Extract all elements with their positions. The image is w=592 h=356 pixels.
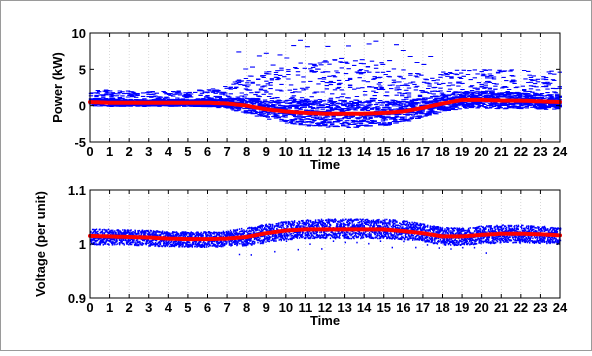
x-tick-label-15: 15	[377, 300, 391, 315]
x-tick-label-19: 19	[455, 144, 469, 159]
x-tick-label-22: 22	[514, 144, 528, 159]
x-tick-label-1: 1	[106, 300, 113, 315]
x-tick-label-17: 17	[416, 144, 430, 159]
voltage-mean-line	[88, 227, 562, 242]
x-tick-label-16: 16	[396, 144, 410, 159]
power-x-axis-label: Time	[310, 157, 340, 172]
x-tick-label-4: 4	[165, 144, 173, 159]
x-tick-label-3: 3	[145, 300, 152, 315]
x-tick-label-14: 14	[357, 144, 372, 159]
y-tick-label--5: -5	[74, 135, 86, 150]
power-gridlines	[109, 33, 541, 142]
x-tick-label-12: 12	[318, 300, 332, 315]
x-tick-label-5: 5	[184, 300, 191, 315]
power-y-axis-label: Power (kW)	[50, 52, 65, 123]
power-mean-curve	[88, 97, 562, 116]
x-tick-label-2: 2	[126, 300, 133, 315]
x-tick-label-20: 20	[474, 300, 488, 315]
x-tick-label-13: 13	[337, 144, 351, 159]
voltage-x-axis-label: Time	[310, 313, 340, 328]
x-tick-label-6: 6	[204, 300, 211, 315]
x-tick-label-11: 11	[299, 300, 313, 315]
x-tick-label-5: 5	[184, 144, 191, 159]
x-tick-label-6: 6	[204, 144, 211, 159]
power-axis-ticks: 0 1 2 3 4 5 6 7 8 9 10 11 12 13 14 15 16 17 18 19 20 21 22 23 24…	[72, 26, 568, 159]
voltage-y-axis-label: Voltage (per unit)	[33, 191, 48, 297]
x-tick-label-15: 15	[377, 144, 391, 159]
y-tick-label-1: 1	[79, 237, 86, 252]
x-tick-label-16: 16	[396, 300, 410, 315]
x-tick-label-23: 23	[533, 144, 547, 159]
y-tick-label-5: 5	[79, 62, 86, 77]
x-tick-label-8: 8	[243, 144, 250, 159]
x-tick-label-21: 21	[494, 144, 508, 159]
x-tick-label-8: 8	[243, 300, 250, 315]
x-tick-label-11: 11	[299, 144, 313, 159]
x-tick-label-24: 24	[553, 300, 568, 315]
x-tick-label-10: 10	[279, 144, 293, 159]
x-tick-label-0: 0	[86, 144, 93, 159]
y-tick-label-0.9: 0.9	[68, 291, 86, 306]
x-tick-label-4: 4	[165, 300, 173, 315]
x-tick-label-24: 24	[553, 144, 568, 159]
x-tick-label-14: 14	[357, 300, 372, 315]
y-tick-label-10: 10	[72, 26, 86, 41]
x-tick-label-9: 9	[263, 300, 270, 315]
x-tick-label-22: 22	[514, 300, 528, 315]
y-tick-label-0: 0	[79, 99, 86, 114]
voltage-chart: 0 1 2 3 4 5 6 7 8 9 10 11 12 13 14 15 16 17 18 19 20 21 22 23 24…	[33, 183, 568, 328]
x-tick-label-20: 20	[474, 144, 488, 159]
x-tick-label-23: 23	[533, 300, 547, 315]
x-tick-label-0: 0	[86, 300, 93, 315]
x-tick-label-18: 18	[435, 300, 449, 315]
y-tick-label-1.1: 1.1	[68, 183, 86, 198]
power-mean-line	[88, 97, 562, 116]
x-tick-label-13: 13	[337, 300, 351, 315]
voltage-mean-curve	[88, 227, 562, 242]
x-tick-label-7: 7	[223, 300, 230, 315]
voltage-axis-ticks: 0 1 2 3 4 5 6 7 8 9 10 11 12 13 14 15 16 17 18 19 20 21 22 23 24…	[68, 183, 568, 315]
x-tick-label-2: 2	[126, 144, 133, 159]
x-tick-label-21: 21	[494, 300, 508, 315]
x-tick-label-18: 18	[435, 144, 449, 159]
x-tick-label-9: 9	[263, 144, 270, 159]
x-tick-label-1: 1	[106, 144, 113, 159]
x-tick-label-10: 10	[279, 300, 293, 315]
x-tick-label-3: 3	[145, 144, 152, 159]
power-chart: 0 1 2 3 4 5 6 7 8 9 10 11 12 13 14 15 16 17 18 19 20 21 22 23 24…	[50, 26, 568, 172]
x-tick-label-7: 7	[223, 144, 230, 159]
x-tick-label-19: 19	[455, 300, 469, 315]
x-tick-label-12: 12	[318, 144, 332, 159]
x-tick-label-17: 17	[416, 300, 430, 315]
